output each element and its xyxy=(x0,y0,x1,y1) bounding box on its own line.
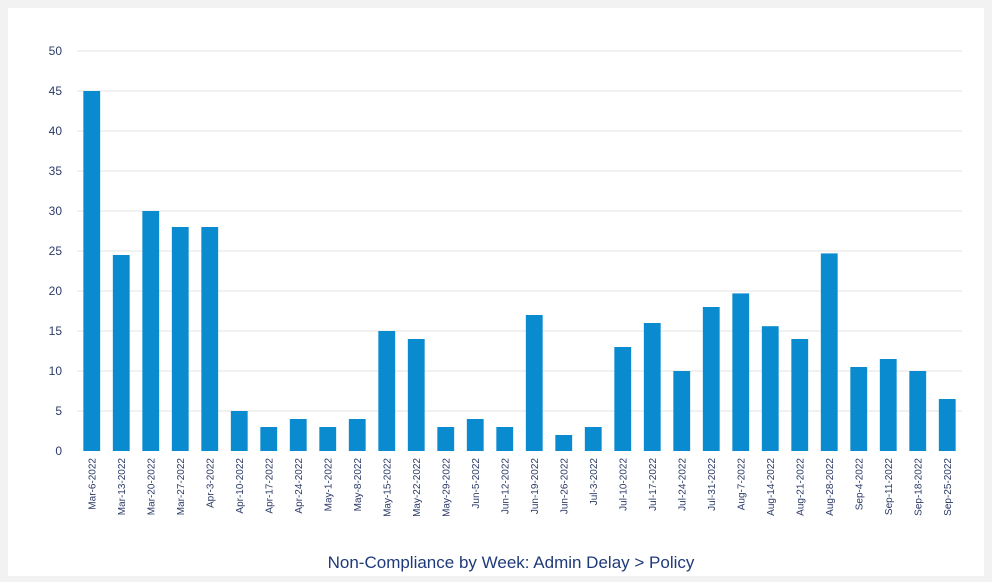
bar-Mar-6-2022 xyxy=(83,91,101,451)
x-tick-label: Aug-21-2022 xyxy=(795,458,806,516)
x-tick-label: Aug-28-2022 xyxy=(825,458,836,516)
y-axis: 0 5 10 15 20 25 30 35 40 45 50 xyxy=(49,44,63,458)
bars xyxy=(83,91,956,451)
x-tick-label: Aug-14-2022 xyxy=(766,458,777,516)
x-tick-label: Mar-13-2022 xyxy=(117,458,128,516)
y-tick-label: 20 xyxy=(49,284,63,298)
bar-Apr-10-2022 xyxy=(230,411,248,451)
x-tick-label: Jun-5-2022 xyxy=(471,458,482,509)
bar-Mar-27-2022 xyxy=(171,227,189,451)
bar-Jul-10-2022 xyxy=(614,347,632,451)
bar-Aug-28-2022 xyxy=(820,253,838,451)
bar-Apr-17-2022 xyxy=(260,427,278,451)
bar-May-1-2022 xyxy=(319,427,337,451)
x-tick-label: Mar-27-2022 xyxy=(176,458,187,516)
x-tick-label: Jun-26-2022 xyxy=(559,458,570,515)
bar-Jul-31-2022 xyxy=(702,307,720,451)
bar-May-8-2022 xyxy=(348,419,366,451)
bar-Jun-12-2022 xyxy=(496,427,514,451)
x-tick-label: Apr-17-2022 xyxy=(264,458,275,514)
x-tick-label: May-8-2022 xyxy=(353,458,364,512)
bar-Jul-3-2022 xyxy=(584,427,602,451)
x-tick-label: Jul-10-2022 xyxy=(618,458,629,511)
y-tick-label: 5 xyxy=(55,404,62,418)
x-tick-label: May-22-2022 xyxy=(412,458,423,517)
bar-Sep-25-2022 xyxy=(938,399,956,451)
x-tick-label: Jul-24-2022 xyxy=(677,458,688,511)
bar-Jul-24-2022 xyxy=(673,371,691,451)
bar-Jun-5-2022 xyxy=(466,419,484,451)
bar-May-29-2022 xyxy=(437,427,455,451)
x-tick-label: Apr-3-2022 xyxy=(205,458,216,508)
x-tick-label: Jul-3-2022 xyxy=(589,458,600,506)
x-axis: Mar-6-2022 Mar-13-2022 Mar-20-2022 Mar-27-2… xyxy=(87,458,954,517)
y-tick-label: 45 xyxy=(49,84,63,98)
bar-Apr-3-2022 xyxy=(201,227,219,451)
bar-May-22-2022 xyxy=(407,339,425,451)
bar-Sep-4-2022 xyxy=(850,367,868,451)
y-tick-label: 40 xyxy=(49,124,63,138)
y-tick-label: 10 xyxy=(49,364,63,378)
bar-Aug-21-2022 xyxy=(791,339,809,451)
x-tick-label: May-1-2022 xyxy=(323,458,334,512)
y-tick-label: 25 xyxy=(49,244,63,258)
bar-Aug-14-2022 xyxy=(761,326,779,451)
y-tick-label: 0 xyxy=(55,444,62,458)
bar-Aug-7-2022 xyxy=(732,293,750,451)
x-tick-label: May-29-2022 xyxy=(441,458,452,517)
x-tick-label: Aug-7-2022 xyxy=(736,458,747,511)
chart-title: Non-Compliance by Week: Admin Delay > Po… xyxy=(328,553,695,572)
x-tick-label: Sep-25-2022 xyxy=(943,458,954,516)
x-tick-label: Mar-20-2022 xyxy=(146,458,157,516)
x-tick-label: Apr-10-2022 xyxy=(235,458,246,514)
y-tick-label: 50 xyxy=(49,44,63,58)
grid-lines xyxy=(77,50,962,412)
y-tick-label: 30 xyxy=(49,204,63,218)
x-tick-label: Jun-19-2022 xyxy=(530,458,541,515)
bar-Apr-24-2022 xyxy=(289,419,307,451)
x-tick-label: Mar-6-2022 xyxy=(87,458,98,510)
x-tick-label: Sep-4-2022 xyxy=(854,458,865,511)
bar-Mar-20-2022 xyxy=(142,211,160,451)
x-tick-label: Sep-18-2022 xyxy=(913,458,924,516)
x-tick-label: May-15-2022 xyxy=(382,458,393,517)
bar-May-15-2022 xyxy=(378,331,396,451)
bar-Sep-18-2022 xyxy=(909,371,927,451)
bar-Mar-13-2022 xyxy=(112,255,130,451)
x-tick-label: Jun-12-2022 xyxy=(500,458,511,515)
x-tick-label: Jul-31-2022 xyxy=(707,458,718,511)
bar-Jun-19-2022 xyxy=(525,315,543,451)
bar-Jun-26-2022 xyxy=(555,435,573,451)
x-tick-label: Apr-24-2022 xyxy=(294,458,305,514)
x-tick-label: Sep-11-2022 xyxy=(884,458,895,516)
bar-Jul-17-2022 xyxy=(643,323,661,451)
x-tick-label: Jul-17-2022 xyxy=(648,458,659,511)
y-tick-label: 35 xyxy=(49,164,63,178)
bar-Sep-11-2022 xyxy=(879,359,897,451)
y-tick-label: 15 xyxy=(49,324,63,338)
